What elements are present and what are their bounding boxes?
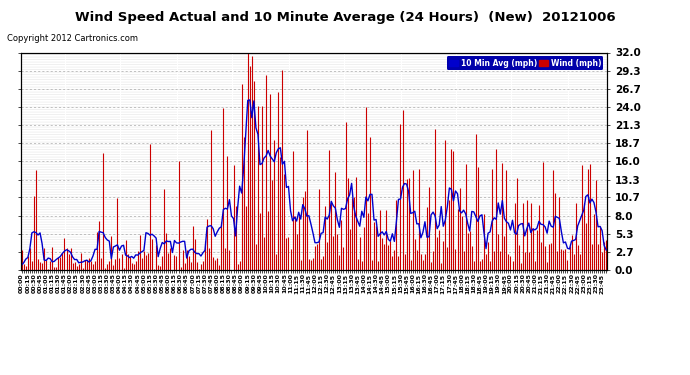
Text: Copyright 2012 Cartronics.com: Copyright 2012 Cartronics.com (7, 34, 138, 43)
Legend: 10 Min Avg (mph), Wind (mph): 10 Min Avg (mph), Wind (mph) (447, 56, 603, 70)
Text: Wind Speed Actual and 10 Minute Average (24 Hours)  (New)  20121006: Wind Speed Actual and 10 Minute Average … (75, 11, 615, 24)
